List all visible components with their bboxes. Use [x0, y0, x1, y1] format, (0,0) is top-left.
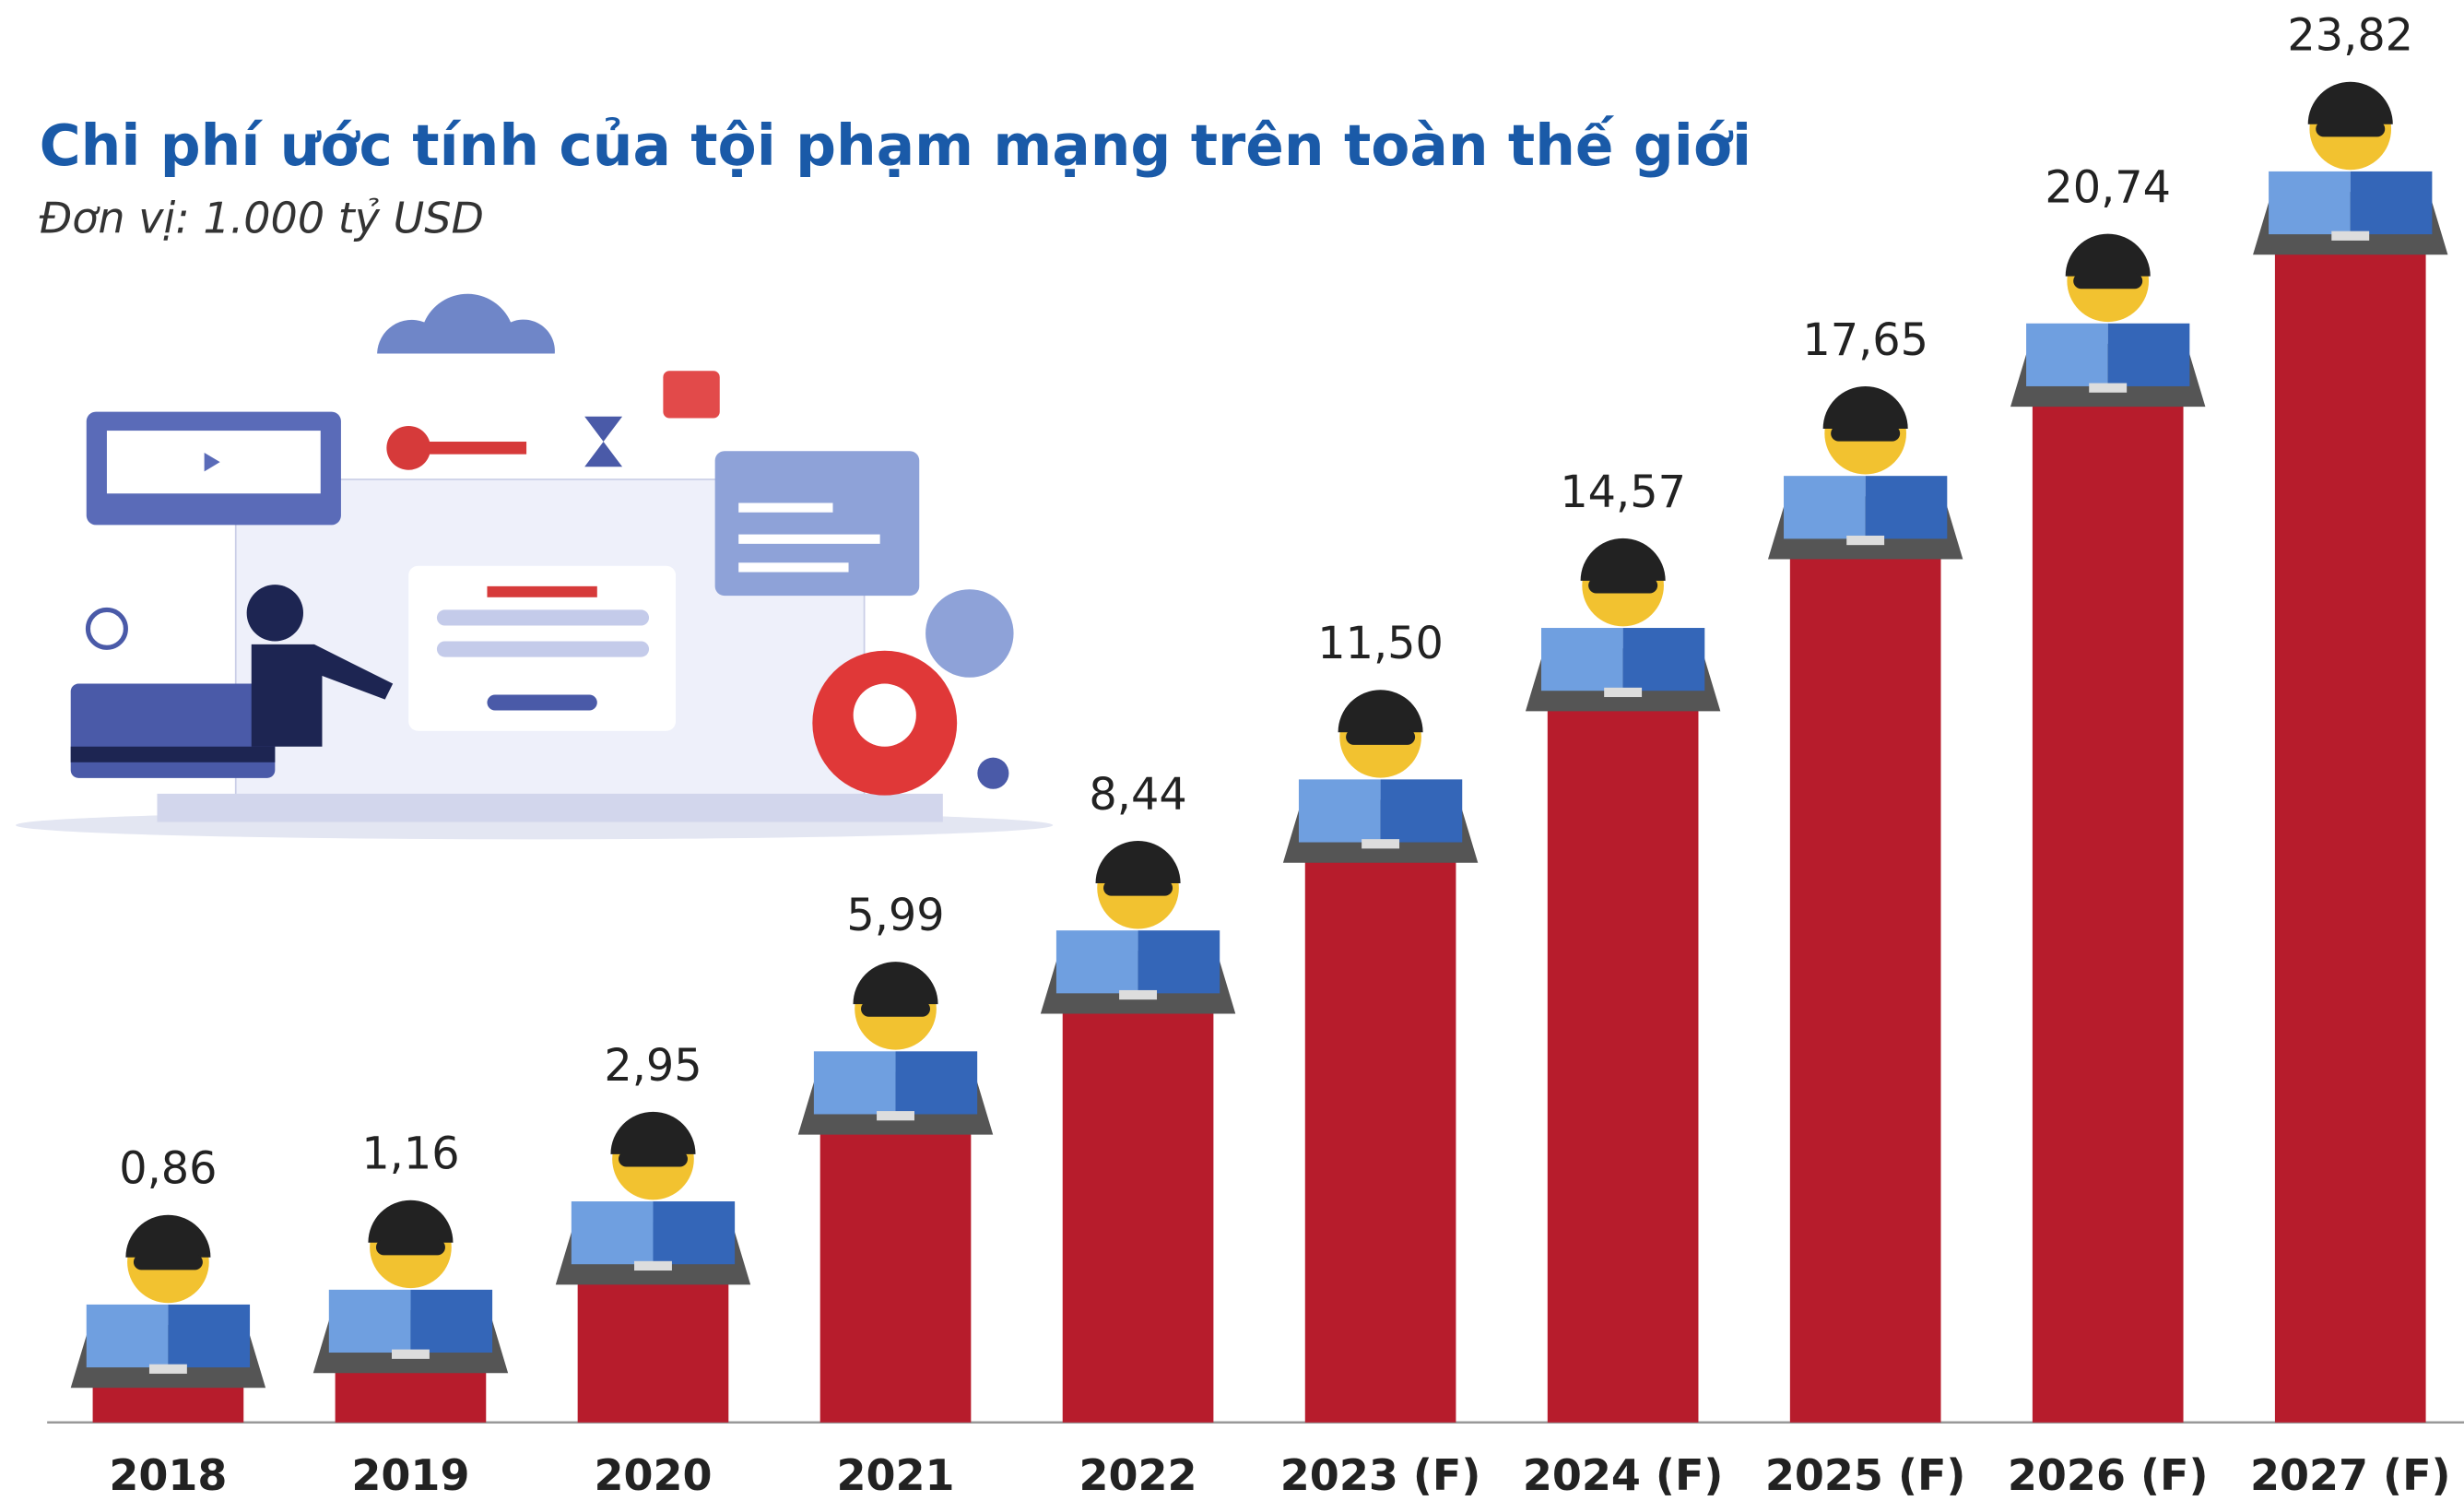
bar [2274, 246, 2426, 1423]
value-label: 0,86 [119, 1144, 217, 1195]
hacker-hair [368, 1200, 454, 1243]
x-tick-label: 2021 [836, 1450, 954, 1500]
laptop-right [1380, 779, 1463, 843]
laptop-right [1138, 930, 1220, 994]
hacker-hair [1095, 840, 1181, 884]
laptop-logo [2331, 230, 2370, 241]
value-label: 8,44 [1089, 770, 1186, 821]
value-label: 14,57 [1560, 467, 1686, 518]
x-tick-label: 2027 (F) [2250, 1450, 2451, 1500]
hacker-mask [2073, 273, 2143, 290]
hacker-icon [1282, 690, 1479, 863]
hacker-icon [312, 1200, 509, 1374]
chart-title: Chi phí ước tính của tội phạm mạng trên … [40, 113, 1751, 179]
chart-subtitle: Đơn vị: 1.000 tỷ USD [40, 193, 484, 242]
value-label: 23,82 [2287, 11, 2413, 62]
laptop-logo [1846, 535, 1885, 546]
hacker-mask [861, 1000, 931, 1017]
hacker-mask [133, 1254, 203, 1271]
laptop-left [571, 1201, 654, 1265]
hacker-icon [797, 962, 994, 1135]
bar [1304, 855, 1456, 1423]
value-label: 17,65 [1802, 315, 1928, 366]
laptop-right [1622, 628, 1705, 691]
hacker-icon [1040, 840, 1236, 1014]
hacker-icon [70, 1214, 266, 1389]
hacker-hair [853, 962, 938, 1005]
laptop-right [895, 1051, 978, 1115]
laptop-logo [148, 1364, 187, 1374]
hacker-icon [2253, 81, 2448, 255]
value-label: 11,50 [1317, 619, 1444, 669]
x-tick-label: 2026 (F) [2008, 1450, 2209, 1500]
hacker-mask [1588, 577, 1658, 594]
laptop-left [86, 1304, 169, 1368]
laptop-right [2350, 171, 2433, 235]
laptop-left [1784, 476, 1866, 539]
x-tick-label: 2025 (F) [1765, 1450, 1966, 1500]
bar [819, 1127, 972, 1423]
laptop-logo [1119, 989, 1158, 1000]
laptop-left [2269, 171, 2351, 235]
hacker-icon [1525, 538, 1721, 712]
hacker-hair [2065, 233, 2151, 277]
bar [1789, 550, 1941, 1423]
value-label: 20,74 [2045, 163, 2171, 214]
hacker-hair [1822, 386, 1908, 430]
value-label: 2,95 [604, 1041, 701, 1092]
hacker-mask [1346, 728, 1416, 745]
hacker-icon [2010, 233, 2206, 408]
laptop-right [653, 1201, 736, 1265]
hacker-mask [375, 1239, 445, 1256]
laptop-logo [877, 1111, 914, 1121]
bar [1062, 1005, 1214, 1423]
bar [1547, 703, 1699, 1423]
laptop-logo [391, 1349, 430, 1359]
laptop-right [1865, 476, 1948, 539]
laptop-logo [1604, 687, 1643, 698]
value-label: 1,16 [361, 1129, 459, 1180]
x-tick-label: 2023 (F) [1280, 1450, 1481, 1500]
hacker-mask [2316, 121, 2386, 137]
bar [577, 1276, 729, 1423]
hacker-icon [1767, 386, 1963, 560]
laptop-right [168, 1304, 251, 1368]
laptop-right [410, 1289, 493, 1353]
hacker-hair [1338, 690, 1423, 733]
laptop-right [2107, 323, 2190, 386]
x-tick-label: 2019 [351, 1450, 469, 1500]
illustration [16, 293, 1054, 840]
hacker-mask [618, 1151, 688, 1167]
hacker-hair [610, 1111, 696, 1154]
laptop-logo [634, 1260, 672, 1271]
bar [335, 1365, 487, 1423]
laptop-left [813, 1051, 896, 1115]
x-tick-label: 2022 [1079, 1450, 1197, 1500]
bar [2032, 398, 2184, 1423]
laptop-left [328, 1289, 411, 1353]
hacker-mask [1831, 425, 1901, 442]
laptop-left [1298, 779, 1381, 843]
hacker-hair [1580, 538, 1666, 581]
laptop-left [1540, 628, 1623, 691]
hacker-icon [555, 1111, 751, 1285]
laptop-left [2026, 323, 2108, 386]
x-tick-label: 2018 [109, 1450, 227, 1500]
laptop-logo [1362, 839, 1400, 849]
hacker-mask [1103, 880, 1173, 896]
x-tick-label: 2020 [594, 1450, 712, 1500]
hacker-hair [125, 1214, 211, 1258]
laptop-left [1055, 930, 1138, 994]
x-tick-label: 2024 (F) [1523, 1450, 1724, 1500]
hacker-hair [2307, 81, 2393, 124]
value-label: 5,99 [846, 891, 944, 941]
laptop-logo [2089, 383, 2128, 393]
